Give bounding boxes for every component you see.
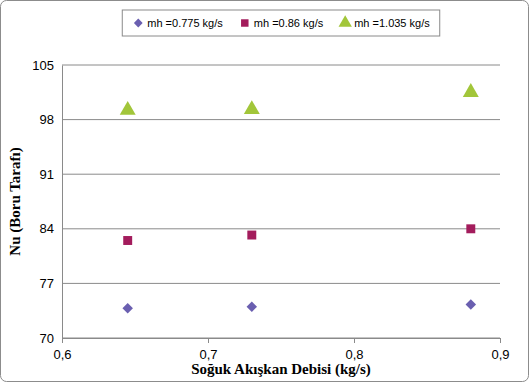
x-tick-label: 0,6 xyxy=(53,347,71,362)
y-tick: 98 xyxy=(40,112,62,127)
x-tick-mark xyxy=(500,338,501,343)
legend-box xyxy=(122,10,439,36)
y-tick: 84 xyxy=(40,221,62,236)
y-tick: 77 xyxy=(40,276,62,291)
point xyxy=(122,303,132,313)
y-axis: 70 77 84 91 98 105 xyxy=(32,58,62,346)
y-tick-label: 84 xyxy=(40,221,54,236)
grid-line xyxy=(62,283,500,284)
y-tick-label: 98 xyxy=(40,112,54,127)
x-axis-line xyxy=(63,339,501,344)
grid-line xyxy=(62,228,500,229)
legend-label: mh =0.86 kg/s xyxy=(254,17,324,29)
y-tick-label: 77 xyxy=(40,276,54,291)
point xyxy=(247,302,257,312)
point xyxy=(463,83,479,97)
point xyxy=(466,224,475,233)
x-tick: 0,9 xyxy=(491,338,509,362)
x-tick-label: 0,9 xyxy=(491,347,509,362)
legend-marker xyxy=(241,19,248,26)
legend-item: mh =0.86 kg/s xyxy=(241,17,324,29)
plot: 0,6 0,7 0,8 0,9 70 77 84 91 98 105 xyxy=(32,58,509,363)
y-tick: 105 xyxy=(32,58,62,73)
legend-item: mh =1.035 kg/s xyxy=(339,15,431,29)
point xyxy=(120,101,136,115)
x-tick-mark xyxy=(62,338,63,343)
x-tick: 0,6 xyxy=(53,338,71,362)
chart: 0,6 0,7 0,8 0,9 70 77 84 91 98 105 Soğuk Akışkan D… xyxy=(0,0,529,382)
grid xyxy=(62,65,500,338)
legend-label: mh =0.775 kg/s xyxy=(147,17,223,29)
grid-line xyxy=(62,119,500,120)
points xyxy=(120,83,479,314)
x-tick-mark xyxy=(354,338,355,343)
x-axis-title: Soğuk Akışkan Debisi (kg/s) xyxy=(191,361,371,378)
grid-line xyxy=(62,174,500,175)
x-axis: 0,6 0,7 0,8 0,9 xyxy=(53,338,509,362)
legend: mh =0.775 kg/s mh =0.86 kg/s mh =1.035 kg/… xyxy=(122,10,439,36)
y-tick-label: 70 xyxy=(40,331,54,346)
legend-marker xyxy=(134,19,143,28)
legend-marker xyxy=(339,15,352,27)
x-tick: 0,8 xyxy=(345,338,363,362)
grid-line xyxy=(62,65,500,66)
y-axis-line xyxy=(62,66,63,339)
y-tick-label: 91 xyxy=(40,167,54,182)
legend-label: mh =1.035 kg/s xyxy=(354,17,430,29)
legend-item: mh =0.775 kg/s xyxy=(134,17,223,29)
point xyxy=(247,231,256,240)
point xyxy=(123,236,132,245)
y-axis-title: Nu (Boru Tarafı) xyxy=(7,147,24,255)
point xyxy=(466,299,476,309)
y-tick: 91 xyxy=(40,167,62,182)
y-tick-label: 105 xyxy=(32,58,54,73)
x-tick-mark xyxy=(208,338,209,343)
x-tick-label: 0,8 xyxy=(345,347,363,362)
y-tick: 70 xyxy=(40,331,62,346)
point xyxy=(244,100,260,114)
x-tick-label: 0,7 xyxy=(199,347,217,362)
x-tick: 0,7 xyxy=(199,338,217,362)
chart-frame xyxy=(1,1,529,382)
